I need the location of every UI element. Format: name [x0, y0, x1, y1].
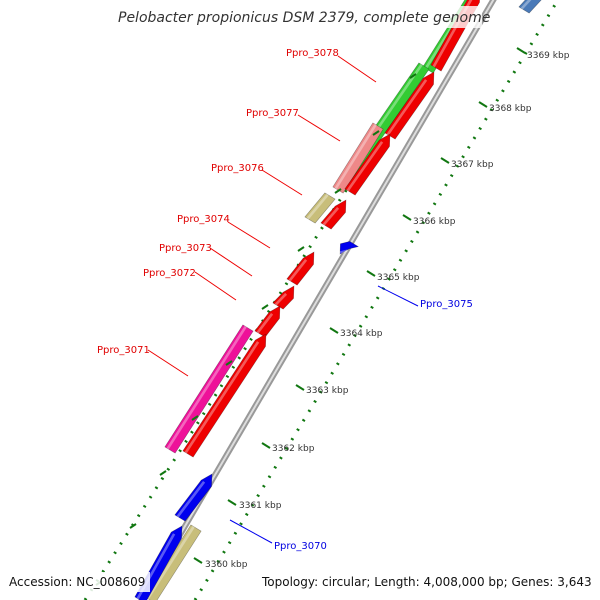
- cds-ppro-3071-body: [182, 333, 267, 458]
- scale-tick-7: [440, 157, 450, 164]
- cds-ppro-3072-shine: [256, 313, 274, 334]
- gene-label-ppro-3072[interactable]: Ppro_3072: [143, 268, 196, 279]
- cds-ppro-3076: [320, 199, 347, 230]
- cds-ppro-3075-body: [339, 241, 360, 255]
- cds-ppro-3073: [272, 285, 295, 310]
- feature-khaki-upper-shine: [306, 193, 329, 220]
- outer-tick-2: [159, 470, 167, 476]
- cds-ppro-3070-body: [174, 473, 213, 522]
- scale-tick-5: [366, 270, 376, 277]
- feature-pink-body: [164, 324, 254, 454]
- scale-tick-1: [227, 499, 237, 506]
- cds-ppro-3074-body: [286, 251, 315, 286]
- scale-tick-8: [478, 101, 488, 108]
- gene-label-ppro-3071[interactable]: Ppro_3071: [97, 345, 150, 356]
- feature-pink-shine: [166, 325, 247, 450]
- cds-ppro-3078-body: [384, 71, 435, 140]
- feature-steel-shine: [520, 0, 532, 10]
- topology-text: Topology: circular; Length: 4,008,000 bp…: [261, 575, 592, 589]
- cds-ppro-3071-shine: [184, 341, 260, 454]
- cds-ppro-3077: [344, 133, 391, 196]
- outer-tick-9: [409, 73, 417, 79]
- feature-pink: [164, 324, 254, 454]
- scale-label-3367: 3367 kbp: [451, 160, 494, 170]
- callout-line-ppro-3077: [297, 114, 341, 142]
- scale-label-3365: 3365 kbp: [377, 273, 420, 283]
- outer-tick-7: [334, 188, 342, 194]
- gene-label-ppro-3077[interactable]: Ppro_3077: [246, 108, 299, 119]
- cds-ppro-3075: [337, 241, 360, 255]
- cds-ppro-3070: [174, 473, 213, 522]
- scale-tick-0: [193, 557, 203, 564]
- genome-backbone-highlight: [140, 0, 495, 600]
- outer-tick-3: [191, 415, 199, 421]
- cds-ppro-3077-body: [344, 133, 391, 196]
- scale-label-3362: 3362 kbp: [272, 444, 315, 454]
- outer-tick-1: [129, 523, 137, 529]
- feature-steel: [518, 0, 542, 14]
- scale-label-3360: 3360 kbp: [205, 560, 248, 570]
- gene-label-ppro-3073[interactable]: Ppro_3073: [159, 243, 212, 254]
- gene-label-ppro-3078[interactable]: Ppro_3078: [286, 48, 339, 59]
- callout-line-ppro-3070: [229, 519, 273, 544]
- accession-text: Accession: NC_008609: [9, 575, 145, 589]
- outer-tick-8: [372, 130, 380, 136]
- cds-ppro-3071: [182, 333, 267, 458]
- title-background: [112, 6, 482, 28]
- callout-line-ppro-3073: [209, 247, 253, 277]
- gene-label-ppro-3074[interactable]: Ppro_3074: [177, 214, 230, 225]
- cds-ppro-3078: [384, 71, 435, 140]
- callout-line-ppro-3076: [261, 169, 303, 196]
- gene-label-ppro-3070[interactable]: Ppro_3070: [274, 541, 327, 552]
- cds-ppro-3072: [254, 305, 281, 338]
- cds-ppro-3074-shine: [288, 259, 308, 282]
- callout-line-ppro-3071: [147, 349, 189, 377]
- cds-ppro-3075-shine: [337, 249, 348, 254]
- scale-label-3366: 3366 kbp: [413, 217, 456, 227]
- cds-ppro-3076-body: [320, 199, 347, 230]
- scale-tick-3: [295, 384, 305, 391]
- cds-ppro-3076-shine: [322, 206, 340, 226]
- gene-label-ppro-3076[interactable]: Ppro_3076: [211, 163, 264, 174]
- gene-features: [134, 0, 542, 600]
- feature-salmon-shine: [334, 123, 377, 190]
- callout-line-ppro-3078: [337, 55, 377, 83]
- footer-right-background: [256, 572, 596, 592]
- scale-tick-6: [402, 214, 412, 221]
- cds-ppro-3077-shine: [346, 141, 384, 192]
- feature-steel-body: [518, 0, 542, 14]
- scale-tick-9: [516, 47, 526, 54]
- scale-tick-2: [261, 442, 271, 449]
- callout-line-ppro-3075: [377, 285, 419, 307]
- feature-khaki-lower-shine: [146, 525, 195, 600]
- genome-title: Pelobacter propionicus DSM 2379, complet…: [118, 10, 490, 26]
- outer-tick-6: [297, 246, 305, 252]
- scale-label-3361: 3361 kbp: [239, 501, 282, 511]
- scale-label-3364: 3364 kbp: [340, 329, 383, 339]
- feature-khaki-upper-body: [304, 192, 336, 224]
- callout-line-ppro-3072: [194, 271, 237, 301]
- gene-label-ppro-3075[interactable]: Ppro_3075: [420, 299, 473, 310]
- scale-ticks: [95, 17, 526, 586]
- callout-line-ppro-3074: [227, 221, 271, 249]
- cds-ppro-3073-shine: [274, 292, 288, 306]
- feature-khaki-upper: [304, 192, 336, 224]
- outer-tick-4: [225, 360, 233, 366]
- cds-ppro-3073-body: [272, 285, 295, 310]
- cds-ppro-3074: [286, 251, 315, 286]
- gene-callout-lines: [147, 55, 419, 544]
- outer-tick-5: [261, 304, 269, 310]
- cds-ppro-3070-shine: [176, 481, 206, 518]
- scale-label-3369: 3369 kbp: [527, 51, 570, 61]
- scale-label-3363: 3363 kbp: [306, 386, 349, 396]
- scale-label-3368: 3368 kbp: [489, 104, 532, 114]
- footer-left-background: [4, 572, 150, 592]
- cds-ppro-3078-shine: [386, 79, 428, 136]
- scale-tick-4: [329, 327, 339, 334]
- outer-dotted-guide: [83, 0, 470, 600]
